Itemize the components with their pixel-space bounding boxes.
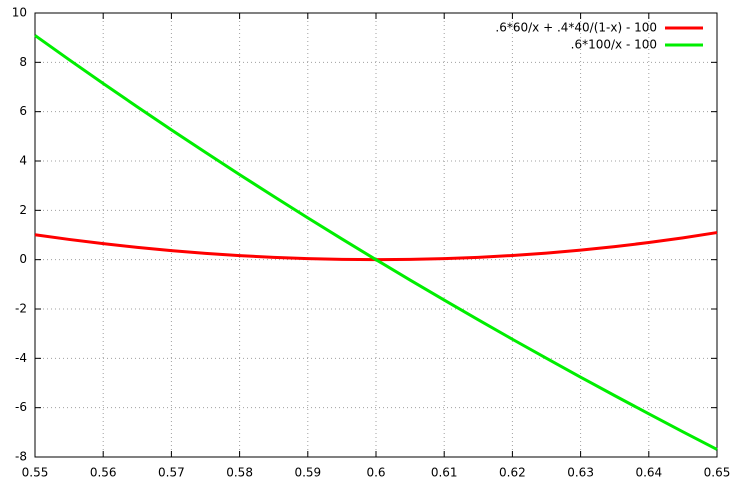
plot-frame xyxy=(34,12,718,458)
y-tick-label: 6 xyxy=(19,104,27,118)
x-tick-label: 0.63 xyxy=(567,466,594,480)
y-tick-label: 2 xyxy=(19,203,27,217)
x-tick-label: 0.59 xyxy=(294,466,321,480)
x-tick-label: 0.62 xyxy=(499,466,526,480)
y-tick-label: 10 xyxy=(12,6,27,20)
x-tick-label: 0.57 xyxy=(158,466,185,480)
y-tick-label: -2 xyxy=(15,302,27,316)
series-line xyxy=(34,231,718,262)
y-tick-label: -4 xyxy=(15,351,27,365)
series-line xyxy=(34,34,718,451)
legend-label: .6*60/x + .4*40/(1-x) - 100 xyxy=(495,21,657,35)
y-tick-label: 4 xyxy=(19,154,27,168)
y-tick-label: 8 xyxy=(19,55,27,69)
x-tick-label: 0.56 xyxy=(90,466,117,480)
x-tick-label: 0.65 xyxy=(704,466,731,480)
y-tick-label: -8 xyxy=(15,450,27,464)
legend-label: .6*100/x - 100 xyxy=(571,38,657,52)
x-tick-label: 0.64 xyxy=(635,466,662,480)
x-tick-label: 0.6 xyxy=(366,466,385,480)
y-tick-label: -6 xyxy=(15,400,27,414)
x-tick-label: 0.58 xyxy=(226,466,253,480)
x-tick-label: 0.61 xyxy=(431,466,458,480)
y-tick-label: 0 xyxy=(19,252,27,266)
x-tick-label: 0.55 xyxy=(22,466,49,480)
